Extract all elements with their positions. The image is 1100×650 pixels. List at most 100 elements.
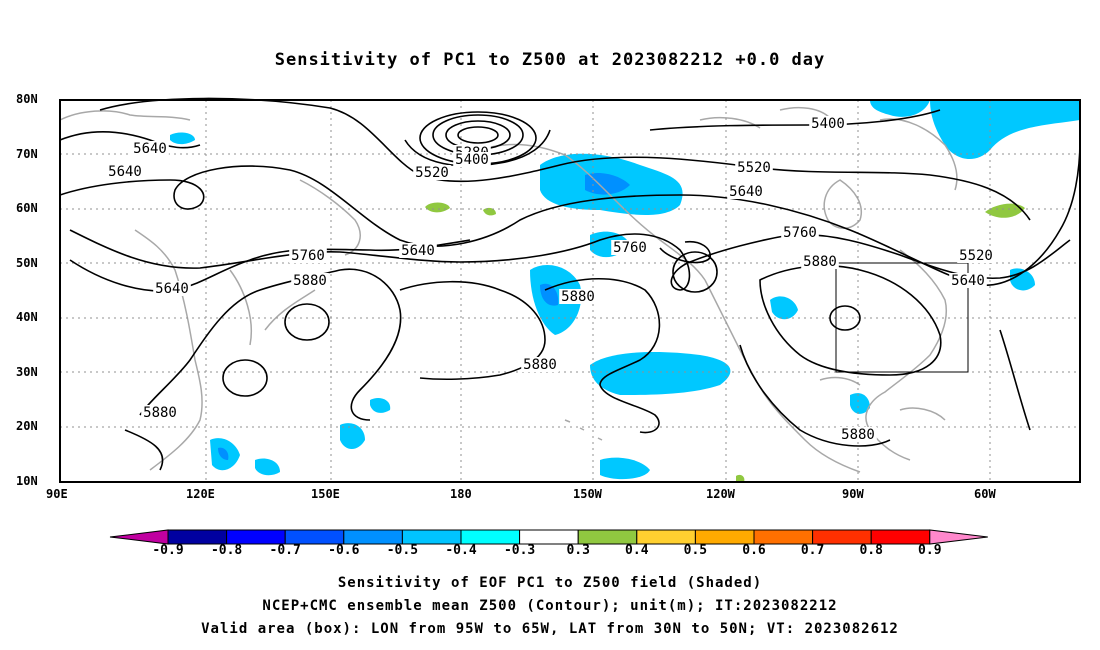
colorbar-tick-label: 0.6: [742, 543, 766, 558]
colorbar-swatch: [460, 529, 521, 545]
contour-label: 5880: [143, 405, 177, 421]
colorbar: [109, 529, 988, 545]
colorbar-swatch: [226, 529, 286, 545]
colorbar-swatch: [870, 529, 931, 545]
colorbar-tick-label: -0.3: [503, 543, 536, 558]
coast-asia-east: [59, 110, 316, 471]
lat-label-30n: 30N: [16, 365, 38, 379]
contour-label: 5400: [455, 152, 489, 168]
contour-label-bg: [839, 427, 877, 442]
lon-label-150e: 150E: [311, 487, 340, 501]
shade-neg-6: [870, 100, 930, 117]
colorbar-tick-label: 0.7: [800, 543, 825, 558]
shade-neg-15: [370, 398, 391, 413]
contour-label: 5880: [523, 357, 557, 373]
colorbar-tick-label: 0.3: [566, 543, 590, 558]
contour-5880-inner: [829, 305, 861, 331]
colorbar-tick-label: 0.8: [859, 543, 883, 558]
contour-label: 5880: [841, 427, 875, 443]
lon-label-90w: 90W: [842, 487, 864, 501]
contour-label: 5520: [959, 248, 993, 264]
footer-line-3: Valid area (box): LON from 95W to 65W, L…: [201, 621, 899, 637]
shade-pos-2: [483, 207, 496, 216]
coast-kamchatka: [299, 179, 361, 256]
lat-label-40n: 40N: [16, 310, 38, 324]
contour-label-bg: [106, 164, 144, 179]
contour-label-bg: [413, 165, 451, 180]
contour-5880-a: [139, 268, 402, 421]
colorbar-tick-label: 0.9: [918, 543, 942, 558]
shade-neg-11: [850, 393, 870, 414]
coastlines: [59, 106, 958, 473]
contour-label-bg: [735, 160, 773, 175]
shade-neg-7b: [218, 447, 229, 460]
colorbar-swatch: [343, 529, 403, 545]
lon-label-150w: 150W: [573, 487, 602, 501]
colorbar-tick-label: 0.4: [625, 543, 649, 558]
contour-5880-atlantic: [999, 329, 1031, 431]
colorbar-swatch: [167, 529, 228, 545]
contour-label: 5640: [729, 184, 763, 200]
shade-neg-2b: [540, 283, 559, 306]
contour-label-bg: [559, 289, 597, 304]
contour-label-bg: [521, 357, 559, 372]
coast-namerica-east: [865, 249, 947, 461]
lat-label-20n: 20N: [16, 419, 38, 433]
shade-neg-3: [590, 352, 731, 395]
colorbar-min-triangle: [109, 529, 169, 545]
contour-low-1: [457, 126, 499, 144]
contour-label-bg: [611, 240, 649, 255]
colorbar-tick-label: -0.7: [269, 543, 301, 558]
contour-label: 5760: [291, 248, 325, 264]
lon-label-120w: 120W: [706, 487, 735, 501]
contour-label: 5640: [951, 273, 985, 289]
contour-5880-south: [739, 344, 891, 447]
colorbar-tick-label: -0.6: [328, 543, 360, 558]
colorbar-tick-label: -0.5: [386, 543, 419, 558]
contour-5880-c: [544, 278, 661, 434]
colorbar-swatch: [401, 529, 462, 545]
contour-label-bg: [399, 243, 437, 258]
contour-label-bg: [809, 116, 847, 131]
coast-gulf: [819, 376, 946, 421]
contour-5880-asia: [222, 359, 268, 397]
contour-label: 5880: [561, 289, 595, 305]
contour-label: 5520: [737, 160, 771, 176]
contour-label: 5640: [401, 243, 435, 259]
contour-label: 5400: [811, 116, 845, 132]
shade-pos-3: [985, 203, 1025, 218]
lon-label-60w: 60W: [974, 487, 996, 501]
contour-label: 5880: [293, 273, 327, 289]
shade-neg-8: [340, 423, 365, 449]
contour-label: 5760: [613, 240, 647, 256]
colorbar-swatch: [812, 529, 872, 545]
shade-neg-13: [170, 132, 195, 145]
contour-label-bg: [153, 281, 191, 296]
contour-5880-b: [399, 280, 546, 381]
contour-label-bg: [453, 152, 491, 167]
contour-label-bg: [289, 248, 327, 263]
lon-label-90e: 90E: [46, 487, 68, 501]
colorbar-swatch: [284, 529, 345, 545]
colorbar-swatch: [519, 529, 579, 545]
colorbar-tick-label: -0.8: [210, 543, 243, 558]
colorbar-swatch: [753, 529, 814, 545]
contour-label: 5640: [155, 281, 189, 297]
lat-label-50n: 50N: [16, 256, 38, 270]
contour-label-bg: [291, 273, 329, 288]
contour-labels: 5280540054005520552055205640564056405640…: [106, 116, 995, 443]
contour-label: 5640: [108, 164, 142, 180]
map-frame: [59, 99, 1081, 483]
contour-label-bg: [141, 405, 179, 420]
lat-label-80n: 80N: [16, 92, 38, 106]
coast-islands-pacific: [564, 419, 603, 441]
colorbar-swatch: [636, 529, 696, 545]
colorbar-tick-label: -0.4: [445, 543, 477, 558]
coast-greenland: [879, 118, 958, 191]
colorbar-swatch: [577, 529, 638, 545]
contour-label-bg: [781, 225, 819, 240]
contour-label-bg: [727, 184, 765, 199]
contour-label-bg: [131, 141, 169, 156]
contour-label: 5760: [783, 225, 817, 241]
